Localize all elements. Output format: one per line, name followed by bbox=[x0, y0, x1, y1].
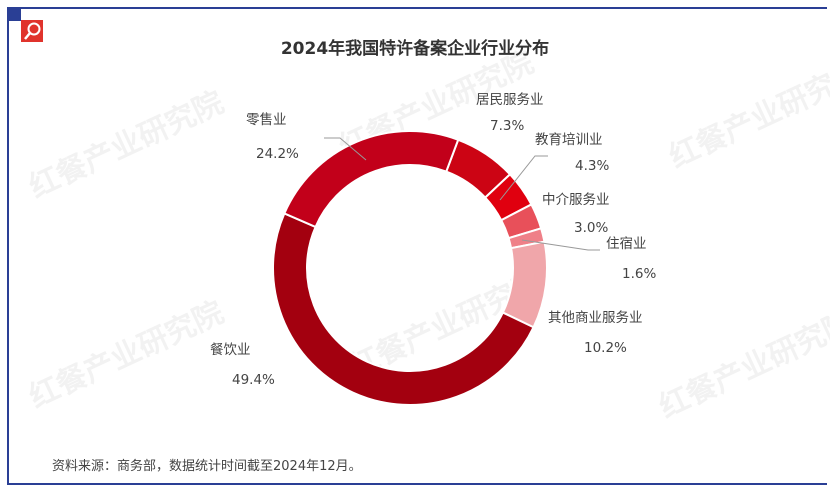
category-label: 其他商业服务业 bbox=[548, 310, 643, 326]
value-label: 1.6% bbox=[622, 266, 656, 282]
category-label: 住宿业 bbox=[606, 235, 647, 252]
value-label: 7.3% bbox=[490, 118, 524, 134]
category-label: 零售业 bbox=[246, 112, 287, 128]
slice-5 bbox=[272, 212, 535, 407]
value-label: 10.2% bbox=[584, 340, 627, 356]
value-label: 24.2% bbox=[256, 146, 299, 162]
slice-6 bbox=[283, 130, 460, 229]
chart-frame bbox=[7, 7, 827, 485]
leader-line-1 bbox=[499, 155, 548, 201]
leader-line-3 bbox=[521, 239, 600, 251]
slice-4 bbox=[501, 240, 548, 329]
corner-mark bbox=[7, 7, 21, 21]
search-logo-icon bbox=[21, 20, 43, 42]
category-label: 教育培训业 bbox=[535, 132, 603, 148]
chart-title: 2024年我国特许备案企业行业分布 bbox=[280, 39, 550, 59]
source-note: 资料来源：商务部，数据统计时间截至2024年12月。 bbox=[52, 459, 362, 474]
category-label: 中介服务业 bbox=[542, 192, 610, 208]
category-label: 餐饮业 bbox=[210, 342, 251, 358]
value-label: 4.3% bbox=[575, 158, 609, 174]
leader-line-6 bbox=[324, 137, 367, 161]
value-label: 49.4% bbox=[232, 372, 275, 388]
category-label: 居民服务业 bbox=[476, 92, 544, 108]
value-label: 3.0% bbox=[574, 220, 608, 236]
